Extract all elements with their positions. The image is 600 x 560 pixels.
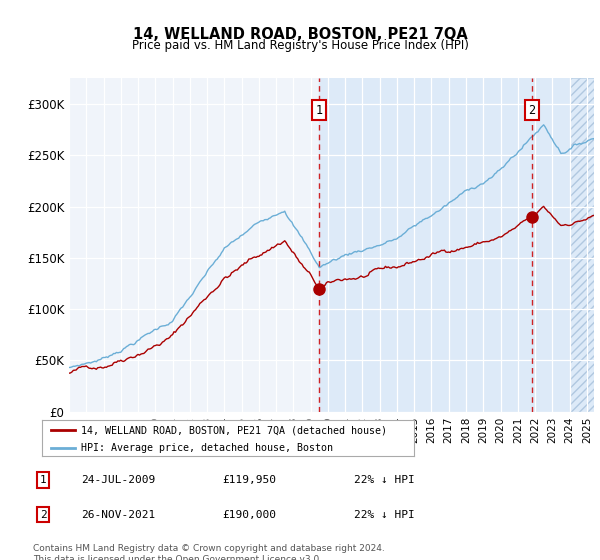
Text: 26-NOV-2021: 26-NOV-2021	[81, 510, 155, 520]
Text: £119,950: £119,950	[222, 475, 276, 485]
Bar	[319, 78, 594, 412]
Text: £190,000: £190,000	[222, 510, 276, 520]
Text: Contains HM Land Registry data © Crown copyright and database right 2024.
This d: Contains HM Land Registry data © Crown c…	[33, 544, 385, 560]
Text: HPI: Average price, detached house, Boston: HPI: Average price, detached house, Bost…	[81, 444, 333, 454]
Bar	[569, 78, 594, 412]
Text: 1: 1	[316, 104, 323, 116]
Text: 2: 2	[529, 104, 536, 116]
Text: 1: 1	[40, 475, 47, 485]
Text: 14, WELLAND ROAD, BOSTON, PE21 7QA (detached house): 14, WELLAND ROAD, BOSTON, PE21 7QA (deta…	[81, 425, 387, 435]
Text: 22% ↓ HPI: 22% ↓ HPI	[354, 475, 415, 485]
Text: 2: 2	[40, 510, 47, 520]
Text: Price paid vs. HM Land Registry's House Price Index (HPI): Price paid vs. HM Land Registry's House …	[131, 39, 469, 53]
Text: 14, WELLAND ROAD, BOSTON, PE21 7QA: 14, WELLAND ROAD, BOSTON, PE21 7QA	[133, 27, 467, 42]
Text: 24-JUL-2009: 24-JUL-2009	[81, 475, 155, 485]
Text: 22% ↓ HPI: 22% ↓ HPI	[354, 510, 415, 520]
